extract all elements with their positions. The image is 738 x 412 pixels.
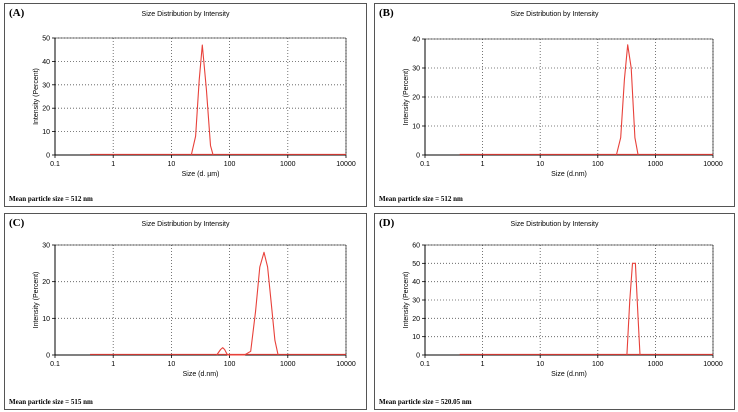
panel-label: (A): [9, 7, 25, 19]
panel-label: (B): [379, 7, 394, 19]
chart-svg: 0.1 1 10 100 1000 10000 0 10 20 30 40 50 Size (d. µm…: [33, 36, 356, 179]
mean-particle-size: Mean particle size = 520.05 nm: [379, 398, 472, 406]
x-tick-label: 1000: [648, 161, 664, 168]
panel-label: (D): [379, 217, 395, 229]
x-tick-label: 0.1: [50, 161, 60, 168]
y-tick-label: 50: [412, 261, 420, 268]
panel-c: (C) Size Distribution by Intensity 0.1 1 1…: [4, 213, 367, 410]
y-tick-label: 30: [42, 82, 50, 89]
x-tick-label: 10: [168, 361, 176, 368]
x-tick-label: 10000: [336, 361, 356, 368]
x-tick-label: 1000: [280, 361, 296, 368]
x-axis-label: Size (d.nm): [551, 171, 587, 178]
panel-a: (A) Size Distribution by Intensity 0.1 1 1…: [4, 3, 367, 207]
y-tick-label: 10: [412, 334, 420, 341]
y-tick-label: 0: [46, 353, 50, 360]
x-tick-label: 0.1: [420, 161, 430, 168]
chart-title: Size Distribution by Intensity: [510, 11, 599, 18]
x-axis-label: Size (d.nm): [551, 371, 587, 378]
chart-title: Size Distribution by Intensity: [141, 11, 230, 18]
x-tick-label: 100: [592, 161, 604, 168]
y-tick-label: 10: [42, 316, 50, 323]
y-tick-label: 20: [42, 106, 50, 113]
x-tick-label: 1: [481, 361, 485, 368]
x-tick-label: 10: [168, 161, 176, 168]
chart-title: Size Distribution by Intensity: [510, 221, 599, 228]
series-line: [626, 262, 641, 356]
y-tick-label: 0: [46, 153, 50, 160]
x-tick-label: 1000: [648, 361, 664, 368]
y-tick-label: 40: [412, 279, 420, 286]
mean-particle-size: Mean particle size = 512 nm: [379, 195, 463, 203]
x-axis-label: Size (d.nm): [183, 371, 219, 378]
x-tick-label: 10: [536, 161, 544, 168]
y-tick-label: 10: [42, 129, 50, 136]
panel-b: (B) Size Distribution by Intensity 0.1 1 1…: [374, 3, 735, 207]
y-tick-label: 20: [42, 279, 50, 286]
series-line: [190, 44, 214, 156]
x-tick-label: 10000: [703, 361, 723, 368]
y-axis-label: Intensity (Percent): [33, 272, 40, 329]
series-line: [216, 251, 279, 356]
y-tick-label: 30: [412, 66, 420, 73]
chart-svg: 0.1 1 10 100 1000 10000 0 10 20 30 Size (d.nm) Inte…: [33, 243, 356, 379]
y-tick-label: 30: [42, 243, 50, 250]
x-tick-label: 100: [592, 361, 604, 368]
panel-d: (D) Size Distribution by Intensity 0.1 1 1…: [374, 213, 735, 410]
y-tick-label: 40: [42, 59, 50, 66]
y-tick-label: 50: [42, 36, 50, 43]
y-tick-label: 30: [412, 298, 420, 305]
panel-label: (C): [9, 217, 25, 229]
x-tick-label: 100: [224, 161, 236, 168]
chart-svg: 0.1 1 10 100 1000 10000 0 10 20 30 40 50 60 Size (d.n…: [403, 243, 723, 379]
chart-svg: 0.1 1 10 100 1000 10000 0 10 20 30 40 Size (d.nm) In…: [403, 37, 723, 179]
x-tick-label: 10000: [703, 161, 723, 168]
y-tick-label: 60: [412, 243, 420, 250]
y-axis-label: Intensity (Percent): [33, 68, 40, 125]
x-axis-label: Size (d. µm): [182, 171, 220, 178]
y-tick-label: 0: [416, 153, 420, 160]
x-tick-label: 10000: [336, 161, 356, 168]
y-axis-label: Intensity (Percent): [403, 69, 410, 126]
mean-particle-size: Mean particle size = 512 nm: [9, 195, 93, 203]
x-tick-label: 10: [536, 361, 544, 368]
series-line: [615, 44, 639, 156]
x-tick-label: 1: [481, 161, 485, 168]
chart-title: Size Distribution by Intensity: [141, 221, 230, 228]
x-tick-label: 1: [111, 161, 115, 168]
y-tick-label: 0: [416, 353, 420, 360]
x-tick-label: 1000: [280, 161, 296, 168]
x-tick-label: 1: [111, 361, 115, 368]
x-tick-label: 0.1: [50, 361, 60, 368]
x-tick-label: 0.1: [420, 361, 430, 368]
y-tick-label: 10: [412, 124, 420, 131]
y-axis-label: Intensity (Percent): [403, 272, 410, 329]
x-tick-label: 100: [224, 361, 236, 368]
y-tick-label: 20: [412, 95, 420, 102]
mean-particle-size: Mean particle size = 515 nm: [9, 398, 93, 406]
y-tick-label: 20: [412, 316, 420, 323]
y-tick-label: 40: [412, 37, 420, 44]
